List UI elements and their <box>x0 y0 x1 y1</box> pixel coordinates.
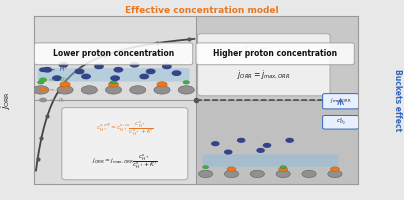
Point <box>73 69 80 72</box>
Circle shape <box>140 74 148 79</box>
Circle shape <box>263 144 271 147</box>
Point <box>102 53 109 57</box>
Circle shape <box>280 166 286 169</box>
Circle shape <box>328 170 342 178</box>
Point <box>55 89 62 93</box>
Circle shape <box>250 170 265 178</box>
Circle shape <box>57 86 73 94</box>
Circle shape <box>40 68 46 71</box>
Text: $c^{s,eff}_{H^+} = c^{s,cs}_{H^+} \dfrac{c^s_{H^+}}{c^s_{H^+}+K^{\prime}}$: $c^{s,eff}_{H^+} = c^{s,cs}_{H^+} \dfrac… <box>96 119 154 138</box>
Circle shape <box>163 64 171 69</box>
Text: Effective concentration model: Effective concentration model <box>125 6 279 15</box>
Text: Pt: Pt <box>59 98 64 102</box>
Text: Buckets effect: Buckets effect <box>393 69 402 131</box>
Circle shape <box>330 167 339 172</box>
Circle shape <box>95 64 103 69</box>
Circle shape <box>110 81 117 84</box>
Circle shape <box>212 142 219 146</box>
Circle shape <box>178 86 194 94</box>
Circle shape <box>203 166 208 169</box>
Circle shape <box>81 86 97 94</box>
Text: $j_{ORR} = j_{max,ORR}\dfrac{c^s_{H^+}}{c^s_{H^+}+K^{\prime}}$: $j_{ORR} = j_{max,ORR}\dfrac{c^s_{H^+}}{… <box>92 153 158 171</box>
Text: O$_2$: O$_2$ <box>59 75 67 84</box>
FancyBboxPatch shape <box>34 43 193 65</box>
Circle shape <box>238 138 245 142</box>
Point <box>186 38 193 41</box>
Circle shape <box>173 71 181 75</box>
FancyBboxPatch shape <box>196 16 358 100</box>
FancyBboxPatch shape <box>38 68 189 82</box>
Circle shape <box>114 68 122 72</box>
Point <box>34 158 41 161</box>
FancyBboxPatch shape <box>323 94 358 109</box>
Circle shape <box>130 86 146 94</box>
Text: $c^{s,eff}_{H^+} = c^{s,cs}_{H^+} = \mathrm{const.}$: $c^{s,eff}_{H^+} = c^{s,cs}_{H^+} = \mat… <box>234 45 293 57</box>
Text: $j_{\mathrm{max,ORR}}$: $j_{\mathrm{max,ORR}}$ <box>330 97 351 105</box>
Point <box>154 42 160 45</box>
Point <box>193 98 199 102</box>
Circle shape <box>227 167 236 172</box>
Circle shape <box>40 98 46 102</box>
Circle shape <box>60 82 70 87</box>
Point <box>44 114 50 118</box>
Circle shape <box>157 82 167 87</box>
Circle shape <box>43 68 51 72</box>
Circle shape <box>198 170 213 178</box>
Circle shape <box>111 76 119 80</box>
Text: Lower proton concentration: Lower proton concentration <box>53 49 174 58</box>
Circle shape <box>76 69 84 74</box>
Circle shape <box>38 81 44 84</box>
Circle shape <box>224 170 239 178</box>
Circle shape <box>108 82 119 87</box>
Circle shape <box>53 76 61 80</box>
Text: $j_{ORR} = j_{max,ORR}$: $j_{ORR} = j_{max,ORR}$ <box>237 68 291 81</box>
Circle shape <box>59 63 67 67</box>
Circle shape <box>82 74 90 79</box>
Circle shape <box>225 150 232 154</box>
Circle shape <box>257 149 264 152</box>
FancyBboxPatch shape <box>196 43 354 65</box>
Text: $c^s_{O_2}$: $c^s_{O_2}$ <box>336 117 345 127</box>
FancyBboxPatch shape <box>202 154 338 167</box>
Point <box>38 136 45 140</box>
Circle shape <box>33 86 49 94</box>
Circle shape <box>286 138 293 142</box>
Circle shape <box>183 81 189 84</box>
Circle shape <box>40 88 46 92</box>
FancyBboxPatch shape <box>196 100 358 184</box>
Text: H$^+$: H$^+$ <box>59 65 68 74</box>
Circle shape <box>276 170 290 178</box>
Circle shape <box>302 170 316 178</box>
FancyBboxPatch shape <box>62 108 188 180</box>
FancyBboxPatch shape <box>198 34 330 96</box>
FancyBboxPatch shape <box>323 115 358 129</box>
Circle shape <box>40 78 46 82</box>
Text: $j_{\mathrm{ORR}}$: $j_{\mathrm{ORR}}$ <box>0 90 12 110</box>
Circle shape <box>130 63 139 67</box>
Text: SO$_4$: SO$_4$ <box>59 85 71 94</box>
Text: Higher proton concentration: Higher proton concentration <box>213 49 337 58</box>
Circle shape <box>154 86 170 94</box>
Circle shape <box>147 69 155 74</box>
Circle shape <box>105 86 122 94</box>
Circle shape <box>279 167 288 172</box>
